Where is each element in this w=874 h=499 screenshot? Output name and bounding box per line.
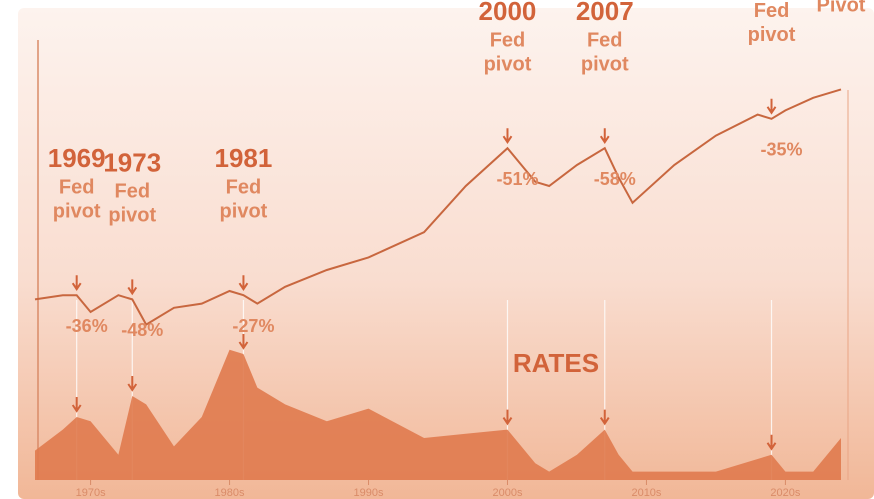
x-tick-label: 1990s: [354, 487, 384, 499]
pivot-text: pivot: [220, 200, 268, 222]
pivot-arrow: [71, 275, 82, 292]
price-line: [34, 88, 842, 326]
x-tick-label: 1970s: [76, 487, 106, 499]
pivot-text: Fed: [754, 0, 790, 22]
x-tick-label: 2010s: [631, 487, 661, 499]
pivot-year: 1969: [48, 143, 106, 173]
pivot-text: Pivot: [817, 0, 866, 17]
pivot-year: 2000: [479, 0, 537, 26]
rate-arrow: [127, 376, 138, 392]
drawdown-label: -27%: [232, 316, 274, 336]
drawdown-label: -51%: [496, 169, 538, 189]
pivot-text: Fed: [490, 29, 526, 51]
rate-arrow: [502, 409, 513, 426]
x-tick-label: 1980s: [215, 487, 245, 499]
pivot-arrow: [127, 279, 138, 296]
pivot-year: 1981: [215, 143, 273, 173]
pivot-arrow: [238, 275, 249, 292]
rate-arrow: [766, 434, 777, 451]
rate-arrow: [238, 334, 249, 350]
pivot-text: pivot: [108, 205, 156, 227]
pivot-text: pivot: [484, 53, 532, 75]
drawdown-label: -35%: [761, 140, 803, 160]
pivot-year: 2007: [576, 0, 634, 26]
drawdown-label: -48%: [121, 320, 163, 340]
x-tick-label: 2020s: [770, 487, 800, 499]
rate-arrow: [71, 397, 82, 413]
rate-arrow: [599, 409, 610, 426]
pivot-text: Fed: [114, 181, 150, 203]
pivot-text: Fed: [226, 176, 262, 198]
pivot-year: 1973: [103, 147, 161, 177]
drawdown-label: -58%: [594, 169, 636, 189]
pivot-text: pivot: [53, 200, 101, 222]
pivot-arrow: [502, 128, 513, 145]
rates-label: RATES: [513, 348, 599, 378]
rates-area: [35, 349, 841, 480]
drawdown-label: -36%: [66, 316, 108, 336]
pivot-text: Fed: [59, 176, 95, 198]
pivot-text: pivot: [581, 53, 629, 75]
pivot-arrow: [599, 128, 610, 145]
pivot-text: Fed: [587, 29, 623, 51]
pivot-arrow: [766, 98, 777, 115]
x-tick-label: 2000s: [492, 487, 522, 499]
pivot-text: pivot: [748, 24, 796, 46]
